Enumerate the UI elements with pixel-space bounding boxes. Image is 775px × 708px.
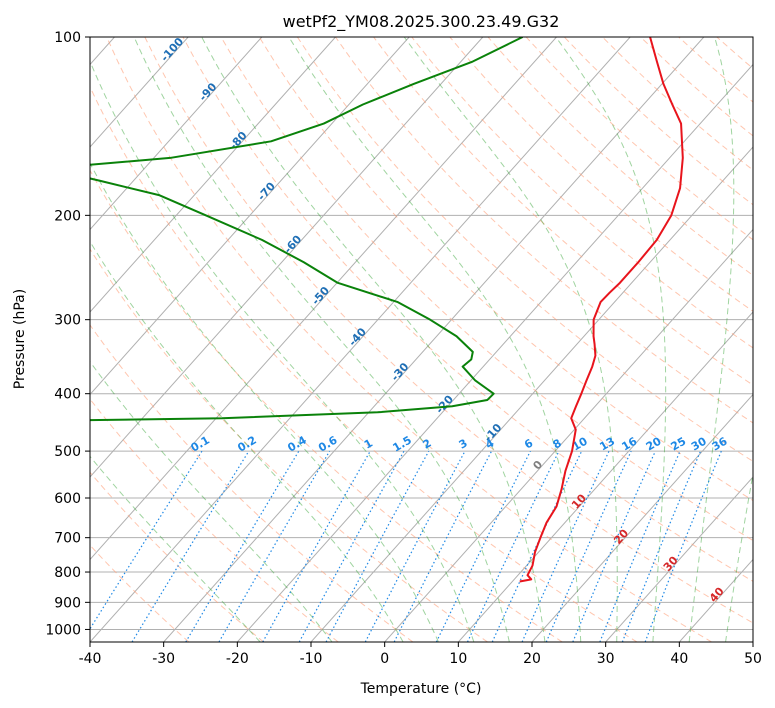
mixing-ratio-line: [644, 450, 722, 642]
plot-area: 0.1 0.2 0.4 0.6 1 1.5 2 3 4 6 8 10 13 16 20 25 30 36-100-…: [90, 37, 753, 642]
moist-adiabat-line: [688, 37, 735, 642]
plot-frame: [89, 36, 754, 643]
dry-adiabat-line: [90, 85, 638, 642]
mixing-ratio-line: [621, 450, 702, 642]
x-tick-label: 0: [380, 651, 389, 667]
x-tick-label: 10: [449, 651, 467, 667]
mixing-ratio-line: [572, 450, 656, 642]
isotherm-line: [90, 37, 484, 478]
y-tick-label: 1000: [45, 622, 81, 638]
mixing-ratio-line: [435, 450, 531, 642]
moist-adiabat-line: [90, 455, 261, 642]
mixing-ratio-lines: [90, 450, 722, 642]
dry-adiabat-line: [449, 37, 753, 312]
y-tick-label: 800: [54, 565, 81, 581]
y-tick-label: 300: [54, 313, 81, 329]
dry-adiabat-line: [411, 37, 753, 349]
isobar-grid: [90, 37, 753, 630]
mixing-ratio-line: [262, 450, 371, 642]
isotherm-line: [90, 37, 410, 396]
mixing-ratio-line: [90, 450, 203, 630]
dry-adiabat-line: [373, 37, 753, 386]
y-tick-label: 400: [54, 387, 81, 403]
isotherm-line: [90, 37, 336, 313]
sounding-series: [90, 37, 684, 583]
isotherm-line: [90, 37, 263, 231]
dry-adiabat-line: [144, 37, 753, 624]
mixing-ratio-line: [545, 450, 632, 642]
y-tick-label: 500: [54, 444, 81, 460]
isotherm-line: [605, 476, 753, 642]
isotherm-line: [457, 311, 753, 642]
x-tick-label: 50: [744, 651, 762, 667]
dry-adiabat-line: [90, 248, 488, 642]
dry-adiabat-line: [90, 169, 563, 642]
y-tick-label: 100: [54, 30, 81, 46]
moist-adiabat-line: [201, 37, 546, 642]
moist-adiabat-line: [90, 240, 404, 642]
isotherm-line: [310, 146, 753, 642]
isotherm-line: [384, 228, 753, 642]
x-tick-label: 40: [670, 651, 688, 667]
isotherm-line: [236, 63, 753, 642]
isotherm-line: [531, 393, 753, 642]
moist-adiabat-line: [288, 37, 582, 642]
y-tick-label: 900: [54, 595, 81, 611]
x-tick-label: -20: [226, 651, 249, 667]
dry-adiabat-line: [296, 37, 753, 462]
dry-adiabats: [90, 37, 753, 642]
y-tick-label: 600: [54, 491, 81, 507]
y-tick-label: 700: [54, 531, 81, 547]
dry-adiabat-line: [90, 324, 414, 642]
dewpoint-profile-line: [90, 37, 524, 422]
x-axis-ticks: -40 -30 -20 -10 0 10 20 30 40 50: [79, 642, 762, 667]
x-tick-label: -40: [79, 651, 102, 667]
mixing-ratio-line: [599, 450, 681, 642]
dry-adiabat-line: [335, 37, 753, 424]
moist-adiabat-line: [133, 37, 510, 642]
y-axis-ticks: 100 200 300 400 500 600 700 800 900 1000: [45, 30, 90, 638]
temperature-profile-line: [519, 37, 684, 583]
y-tick-label: 200: [54, 208, 81, 224]
x-axis-label: Temperature (°C): [360, 681, 482, 697]
mixing-ratio-line: [298, 450, 405, 642]
dry-adiabat-line: [90, 398, 339, 642]
x-tick-label: -30: [152, 651, 175, 667]
x-tick-label: 30: [597, 651, 615, 667]
isotherm-line: [90, 37, 189, 148]
x-tick-label: 20: [523, 651, 541, 667]
dry-adiabat-line: [106, 37, 713, 642]
isotherm-grid: [90, 37, 753, 642]
chart-title: wetPf2_YM08.2025.300.23.49.G32: [283, 12, 560, 32]
isotherm-line: [90, 37, 557, 561]
mixing-ratio-line: [521, 450, 610, 642]
isotherm-line: [90, 37, 631, 642]
moist-adiabat-line: [90, 60, 475, 642]
mixing-ratio-line: [131, 450, 250, 642]
y-axis-label: Pressure (hPa): [12, 289, 28, 389]
moist-adiabat-line: [90, 162, 439, 642]
moist-adiabat-line: [725, 471, 753, 642]
mixing-ratio-line: [325, 450, 430, 642]
isotherm-line: [163, 37, 705, 642]
mixing-ratio-line: [393, 450, 493, 642]
x-tick-label: -10: [300, 651, 323, 667]
moist-adiabat-line: [90, 360, 333, 642]
dry-adiabat-line: [90, 544, 190, 642]
moist-adiabat-line: [555, 37, 667, 642]
dry-adiabat-line: [90, 471, 264, 642]
